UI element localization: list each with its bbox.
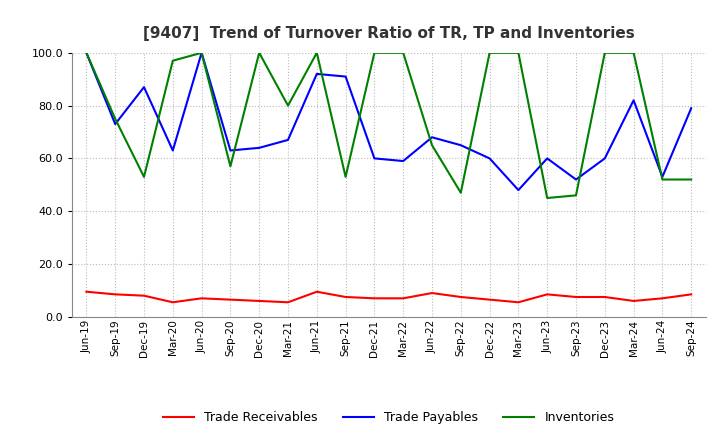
Inventories — [428, 143, 436, 148]
Trade Payables — [168, 148, 177, 153]
Trade Payables — [341, 74, 350, 79]
Text: [9407]  Trend of Turnover Ratio of TR, TP and Inventories: [9407] Trend of Turnover Ratio of TR, TP… — [143, 26, 634, 41]
Trade Receivables — [658, 296, 667, 301]
Trade Payables — [399, 158, 408, 164]
Trade Payables — [428, 135, 436, 140]
Line: Trade Payables: Trade Payables — [86, 53, 691, 190]
Trade Receivables — [600, 294, 609, 300]
Trade Receivables — [572, 294, 580, 300]
Inventories — [572, 193, 580, 198]
Inventories — [111, 116, 120, 121]
Trade Receivables — [111, 292, 120, 297]
Inventories — [312, 50, 321, 55]
Trade Payables — [140, 84, 148, 90]
Trade Receivables — [485, 297, 494, 302]
Trade Payables — [370, 156, 379, 161]
Trade Receivables — [370, 296, 379, 301]
Inventories — [485, 50, 494, 55]
Inventories — [82, 50, 91, 55]
Trade Receivables — [456, 294, 465, 300]
Inventories — [658, 177, 667, 182]
Inventories — [284, 103, 292, 108]
Inventories — [399, 50, 408, 55]
Inventories — [600, 50, 609, 55]
Inventories — [514, 50, 523, 55]
Trade Receivables — [428, 290, 436, 296]
Trade Payables — [226, 148, 235, 153]
Trade Payables — [255, 145, 264, 150]
Trade Receivables — [543, 292, 552, 297]
Trade Receivables — [312, 289, 321, 294]
Trade Receivables — [226, 297, 235, 302]
Inventories — [226, 164, 235, 169]
Inventories — [197, 50, 206, 55]
Line: Trade Receivables: Trade Receivables — [86, 292, 691, 302]
Trade Receivables — [514, 300, 523, 305]
Line: Inventories: Inventories — [86, 53, 691, 198]
Inventories — [543, 195, 552, 201]
Trade Payables — [658, 174, 667, 180]
Trade Receivables — [629, 298, 638, 304]
Trade Payables — [456, 143, 465, 148]
Trade Receivables — [687, 292, 696, 297]
Trade Receivables — [341, 294, 350, 300]
Inventories — [168, 58, 177, 63]
Inventories — [341, 174, 350, 180]
Inventories — [255, 50, 264, 55]
Trade Payables — [485, 156, 494, 161]
Trade Receivables — [82, 289, 91, 294]
Inventories — [370, 50, 379, 55]
Inventories — [456, 190, 465, 195]
Trade Receivables — [255, 298, 264, 304]
Inventories — [629, 50, 638, 55]
Trade Receivables — [399, 296, 408, 301]
Trade Payables — [629, 98, 638, 103]
Trade Payables — [82, 50, 91, 55]
Legend: Trade Receivables, Trade Payables, Inventories: Trade Receivables, Trade Payables, Inven… — [158, 407, 619, 429]
Trade Payables — [284, 137, 292, 143]
Trade Payables — [197, 50, 206, 55]
Trade Receivables — [197, 296, 206, 301]
Trade Payables — [312, 71, 321, 77]
Trade Payables — [111, 121, 120, 127]
Trade Receivables — [140, 293, 148, 298]
Trade Payables — [572, 177, 580, 182]
Trade Receivables — [284, 300, 292, 305]
Trade Payables — [600, 156, 609, 161]
Trade Payables — [514, 187, 523, 193]
Trade Payables — [687, 106, 696, 111]
Inventories — [687, 177, 696, 182]
Trade Receivables — [168, 300, 177, 305]
Inventories — [140, 174, 148, 180]
Trade Payables — [543, 156, 552, 161]
